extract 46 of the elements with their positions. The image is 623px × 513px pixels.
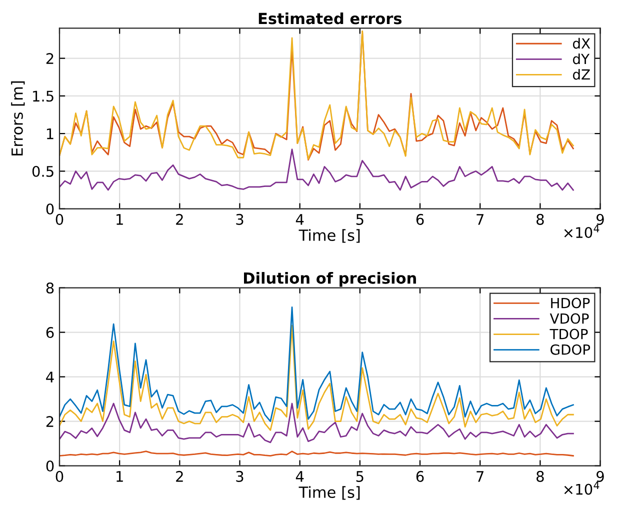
x-tick-label: 4 xyxy=(296,214,304,225)
x-tick-label: 8 xyxy=(536,214,544,225)
x-tick-label: 5 xyxy=(356,214,364,225)
x-tick-label: 5 xyxy=(356,471,364,482)
legend-label: dX xyxy=(572,38,590,49)
y-tick-label: 0 xyxy=(46,460,54,472)
x-tick-label: 4 xyxy=(296,471,304,482)
chart-title: Estimated errors xyxy=(258,12,402,24)
x-tick-label: 7 xyxy=(476,214,484,225)
x-tick-label: 3 xyxy=(236,214,244,225)
x-tick-label: 1 xyxy=(116,471,123,482)
x-axis-title: Time [s] xyxy=(298,486,360,500)
y-tick-label: 6 xyxy=(46,327,54,338)
line-series xyxy=(59,148,574,191)
y-tick-label: 4 xyxy=(46,372,54,382)
y-axis-title: Errors [m] xyxy=(11,81,25,156)
x-tick-label: 0 xyxy=(56,214,64,225)
legend-label: dY xyxy=(572,53,590,64)
legend-label: TDOP xyxy=(550,328,588,340)
x-axis-title: Time [s] xyxy=(298,229,360,243)
x-tick-label: 1 xyxy=(116,214,123,225)
legend-label: HDOP xyxy=(551,298,590,308)
x-tick-label: 2 xyxy=(176,470,183,482)
x-tick-label: 7 xyxy=(476,471,484,482)
y-tick-label: 8 xyxy=(46,282,54,294)
y-tick-label: 1 xyxy=(46,128,54,140)
legend-label: GDOP xyxy=(550,344,590,355)
x-tick-label: 6 xyxy=(416,470,424,482)
legend-label: VDOP xyxy=(550,313,589,324)
legend-label: dZ xyxy=(572,68,590,80)
x-tick-label: 9 xyxy=(596,470,604,482)
x-tick-label: 6 xyxy=(416,214,424,225)
x-tick-label: 2 xyxy=(176,214,183,225)
y-tick-label: 2 xyxy=(46,416,54,427)
x-tick-label: 9 xyxy=(596,214,604,225)
y-tick-label: 0 xyxy=(46,204,54,215)
y-tick-label: 1.5 xyxy=(33,90,54,102)
y-tick-label: 0.5 xyxy=(32,166,54,177)
x-tick-label: 0 xyxy=(56,470,64,482)
y-tick-label: 2 xyxy=(46,53,54,64)
line-series xyxy=(59,402,574,444)
chart-title: Dilution of precision xyxy=(244,272,416,287)
text: ×10$^{4}$ xyxy=(564,482,600,495)
x-tick-label: 3 xyxy=(236,470,244,482)
x-tick-label: 8 xyxy=(536,470,544,482)
text: ×10$^{4}$ xyxy=(564,224,600,238)
